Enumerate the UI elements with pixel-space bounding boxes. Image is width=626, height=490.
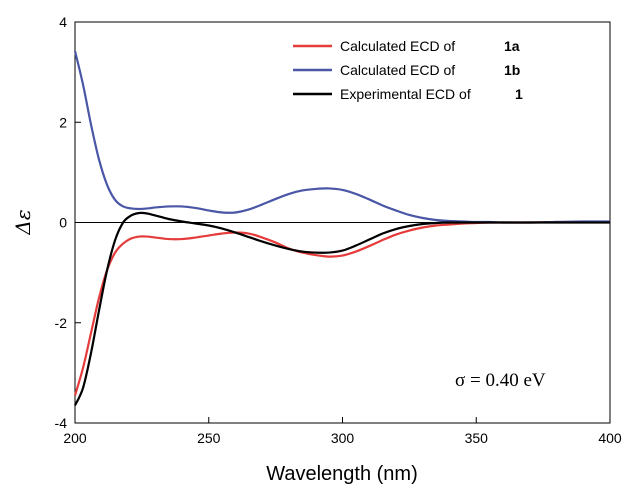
series-line-1 [73, 211, 610, 406]
legend-compound-1: 1 [515, 86, 523, 102]
x-tick-label: 250 [197, 430, 221, 446]
x-tick-label: 350 [465, 430, 489, 446]
legend: Calculated ECD of 1a Calculated ECD of 1… [293, 38, 523, 102]
y-tick-label: 4 [59, 14, 67, 30]
x-axis-label: Wavelength (nm) [266, 463, 418, 485]
axis-ticks: 200 250 300 350 400 -4 -2 0 2 4 [55, 14, 622, 446]
y-tick-label: 2 [59, 114, 67, 130]
x-tick-label: 200 [63, 430, 87, 446]
y-tick-label: -4 [55, 415, 68, 431]
legend-compound-1a: 1a [504, 38, 520, 54]
legend-label-1b: Calculated ECD of [340, 62, 455, 78]
y-axis-label: Δε [11, 209, 35, 235]
legend-label-1a: Calculated ECD of [340, 38, 455, 54]
series-layer [73, 50, 611, 406]
y-tick-label: 0 [59, 215, 67, 231]
y-tick-label: -2 [55, 315, 68, 331]
x-tick-label: 400 [598, 430, 622, 446]
sigma-annotation: σ = 0.40 eV [455, 370, 546, 391]
x-tick-label: 300 [331, 430, 355, 446]
legend-label-1: Experimental ECD of [340, 86, 471, 102]
legend-compound-1b: 1b [504, 62, 520, 78]
